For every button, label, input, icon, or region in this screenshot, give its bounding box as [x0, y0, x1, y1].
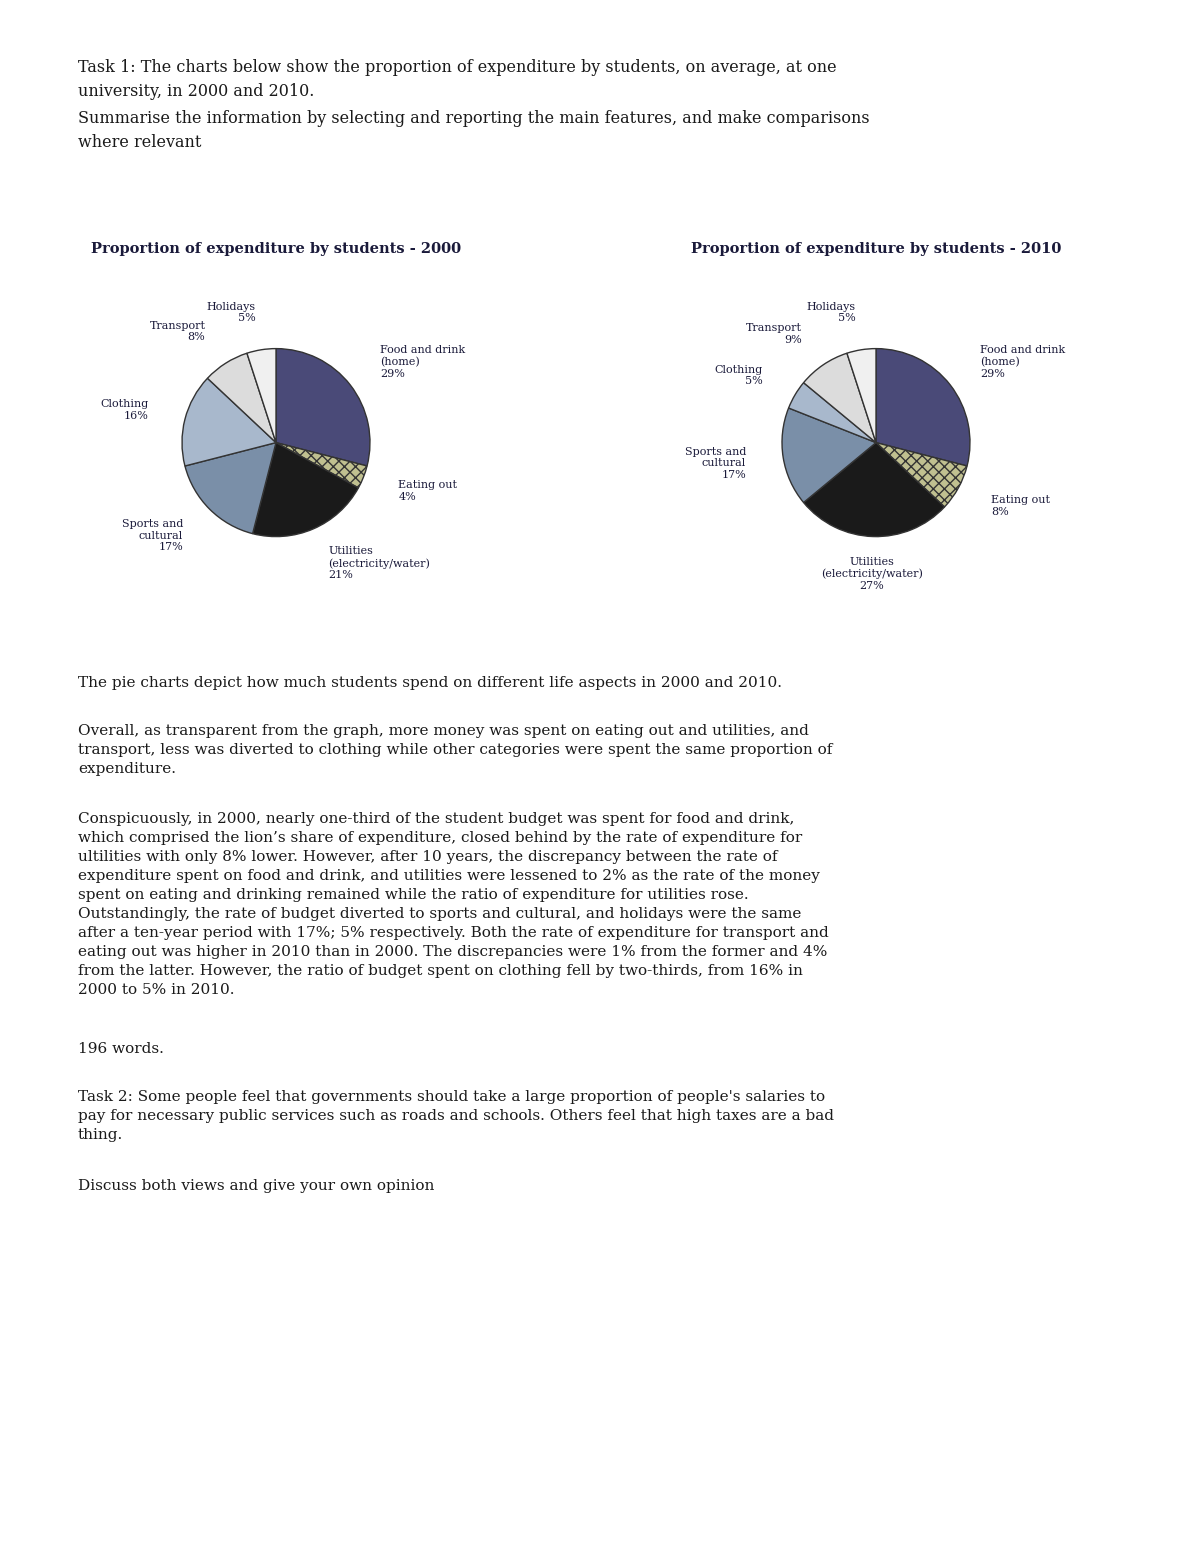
Text: Summarise the information by selecting and reporting the main features, and make: Summarise the information by selecting a… — [78, 110, 870, 151]
Text: Task 2: Some people feel that governments should take a large proportion of peop: Task 2: Some people feel that government… — [78, 1090, 834, 1141]
Text: Clothing
5%: Clothing 5% — [714, 365, 763, 387]
Text: Utilities
(electricity/water)
21%: Utilities (electricity/water) 21% — [329, 547, 430, 581]
Text: Eating out
8%: Eating out 8% — [991, 495, 1050, 517]
Wedge shape — [247, 348, 276, 443]
Text: Sports and
cultural
17%: Sports and cultural 17% — [685, 447, 746, 480]
Text: Overall, as transparent from the graph, more money was spent on eating out and u: Overall, as transparent from the graph, … — [78, 724, 833, 775]
Text: Holidays
5%: Holidays 5% — [206, 301, 256, 323]
Text: Transport
8%: Transport 8% — [150, 321, 205, 342]
Text: Discuss both views and give your own opinion: Discuss both views and give your own opi… — [78, 1179, 434, 1193]
Title: Proportion of expenditure by students - 2010: Proportion of expenditure by students - … — [691, 242, 1061, 256]
Text: Utilities
(electricity/water)
27%: Utilities (electricity/water) 27% — [821, 558, 923, 592]
Wedge shape — [876, 443, 967, 506]
Text: Food and drink
(home)
29%: Food and drink (home) 29% — [980, 345, 1066, 379]
Wedge shape — [804, 443, 944, 537]
Text: Transport
9%: Transport 9% — [746, 323, 802, 345]
Wedge shape — [804, 353, 876, 443]
Wedge shape — [208, 353, 276, 443]
Wedge shape — [276, 348, 370, 466]
Wedge shape — [782, 408, 876, 503]
Text: Clothing
16%: Clothing 16% — [101, 399, 149, 421]
Wedge shape — [847, 348, 876, 443]
Wedge shape — [788, 382, 876, 443]
Text: Eating out
4%: Eating out 4% — [398, 480, 457, 502]
Wedge shape — [876, 348, 970, 466]
Text: The pie charts depict how much students spend on different life aspects in 2000 : The pie charts depict how much students … — [78, 676, 782, 690]
Title: Proportion of expenditure by students - 2000: Proportion of expenditure by students - … — [91, 242, 461, 256]
Wedge shape — [185, 443, 276, 534]
Text: Sports and
cultural
17%: Sports and cultural 17% — [121, 519, 182, 553]
Text: 196 words.: 196 words. — [78, 1042, 164, 1056]
Text: Task 1: The charts below show the proportion of expenditure by students, on aver: Task 1: The charts below show the propor… — [78, 59, 836, 99]
Wedge shape — [182, 379, 276, 466]
Wedge shape — [276, 443, 367, 488]
Wedge shape — [253, 443, 359, 537]
Text: Conspicuously, in 2000, nearly one-third of the student budget was spent for foo: Conspicuously, in 2000, nearly one-third… — [78, 812, 829, 997]
Text: Holidays
5%: Holidays 5% — [806, 301, 856, 323]
Text: Food and drink
(home)
29%: Food and drink (home) 29% — [380, 345, 466, 379]
